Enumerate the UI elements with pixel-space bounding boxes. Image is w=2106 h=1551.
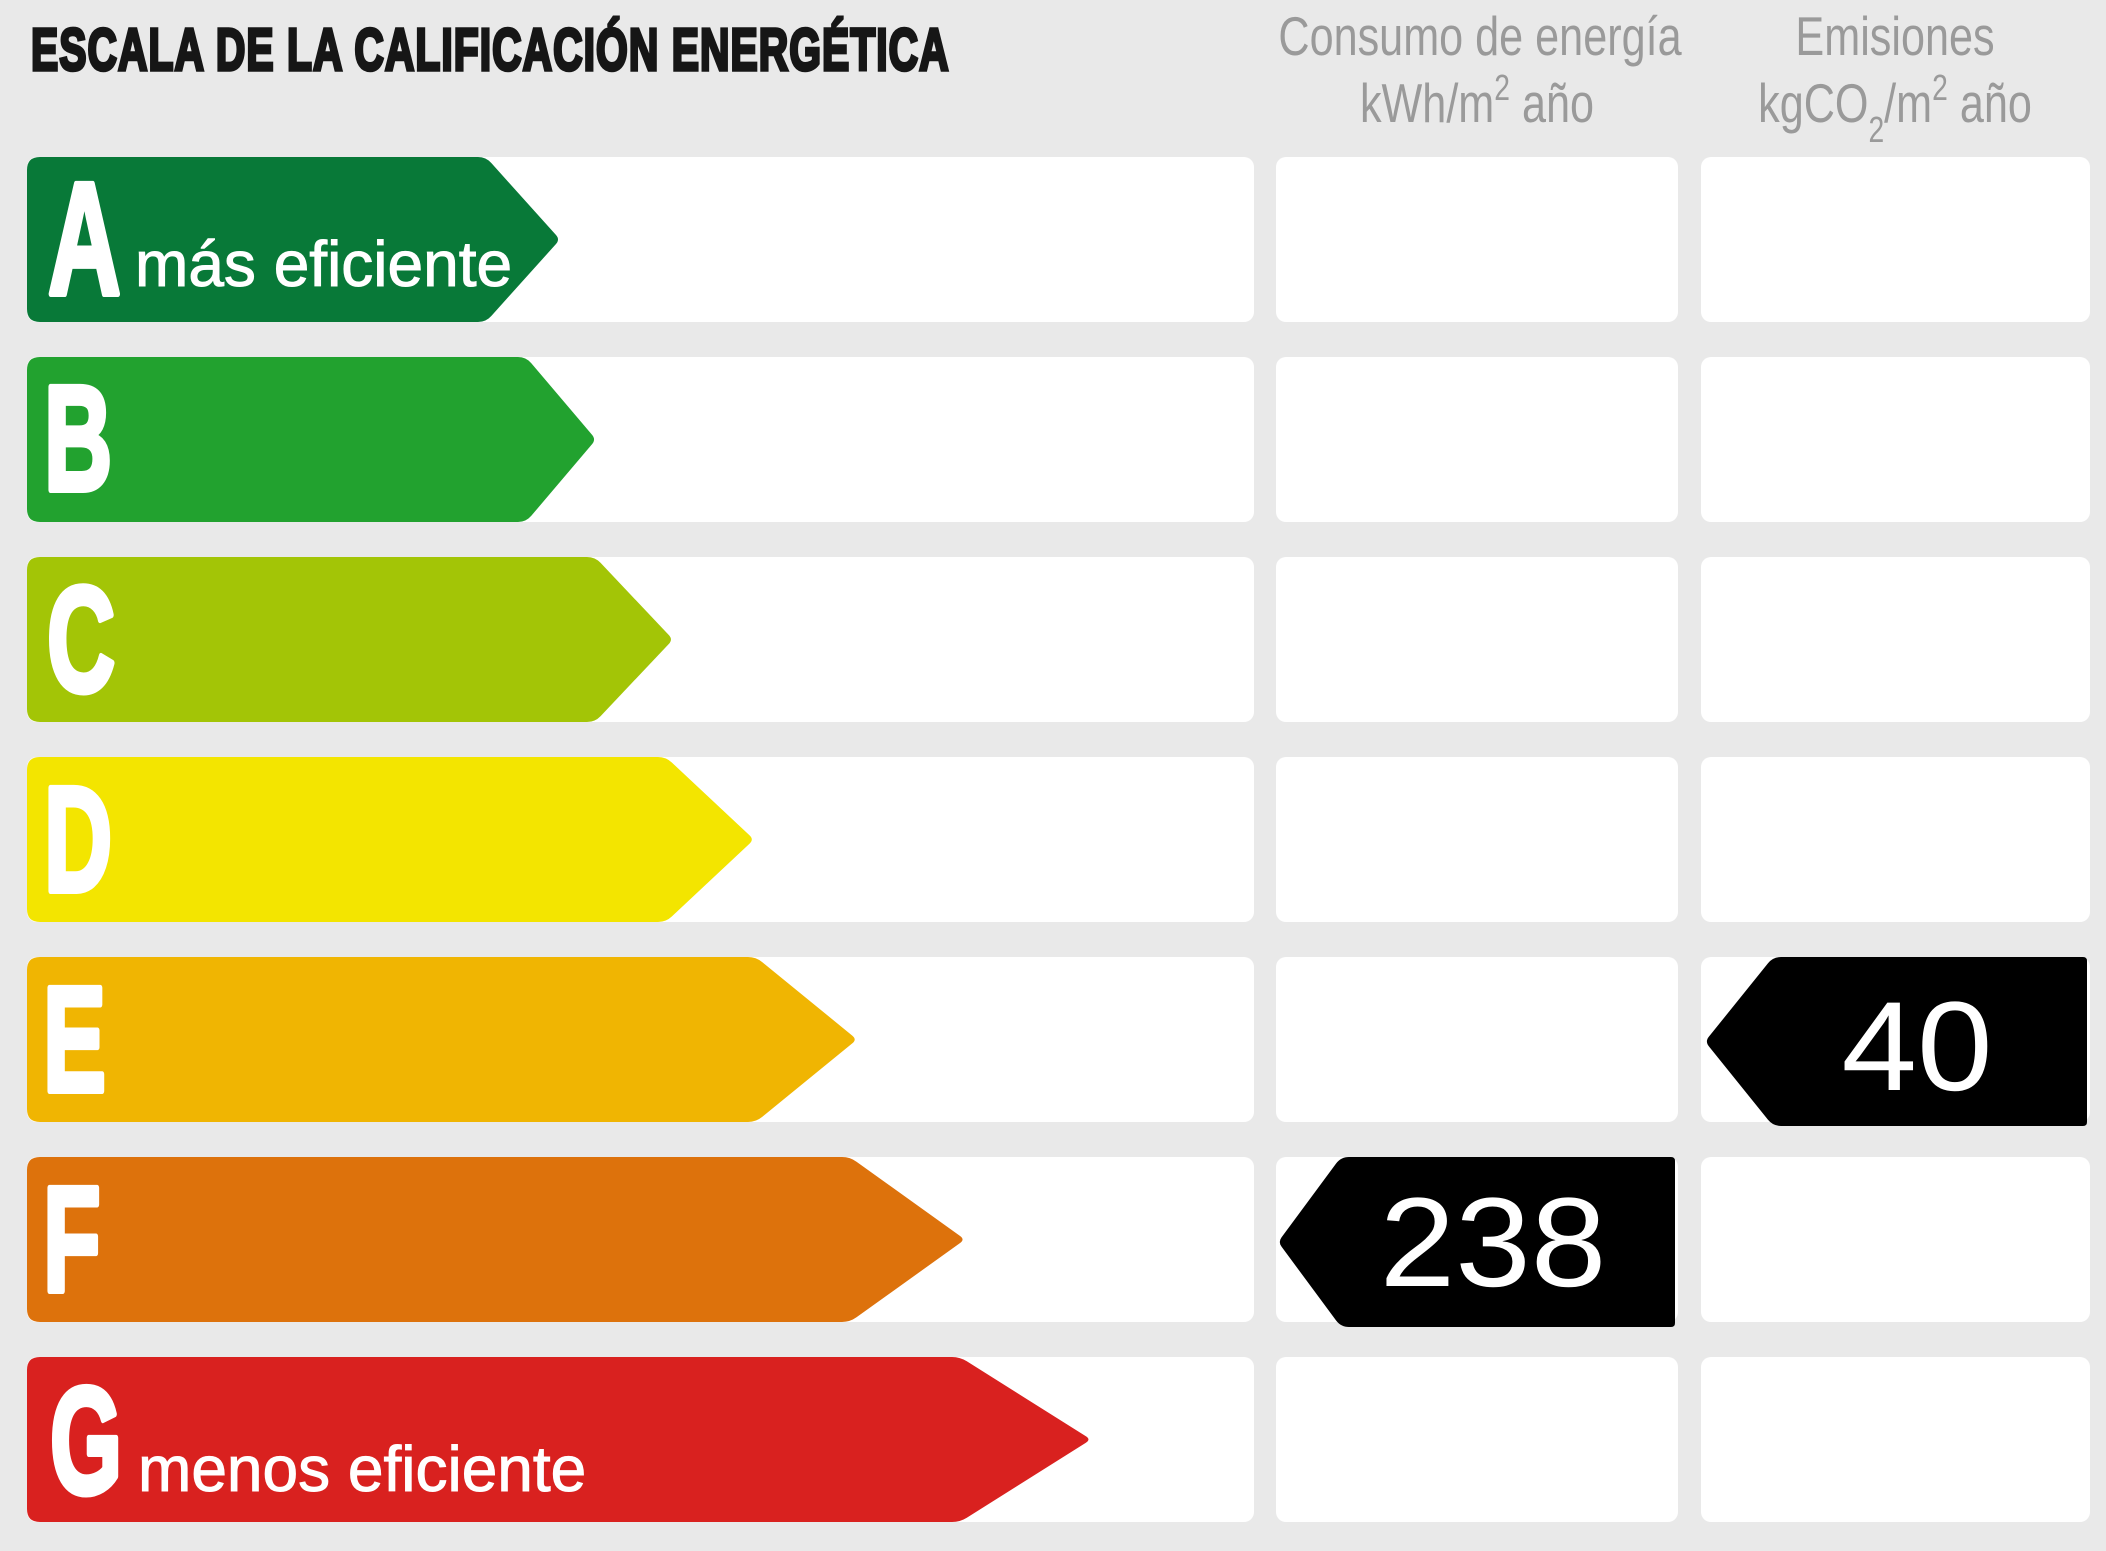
svg-text:kWh/m2 año: kWh/m2 año — [1360, 68, 1594, 134]
svg-text:F: F — [43, 1156, 101, 1324]
svg-text:B: B — [44, 355, 112, 523]
svg-text:Consumo de energía: Consumo de energía — [1278, 6, 1682, 67]
svg-text:A: A — [48, 150, 121, 328]
svg-text:menos eficiente: menos eficiente — [138, 1433, 586, 1505]
svg-text:40: 40 — [1841, 975, 1992, 1117]
svg-text:E: E — [43, 956, 106, 1124]
svg-text:Emisiones: Emisiones — [1795, 6, 1994, 67]
svg-text:G: G — [50, 1355, 122, 1525]
svg-text:ESCALA DE LA CALIFICACIÓN ENER: ESCALA DE LA CALIFICACIÓN ENERGÉTICA — [31, 17, 950, 83]
svg-text:238: 238 — [1380, 1171, 1607, 1313]
svg-text:más eficiente: más eficiente — [135, 228, 512, 300]
svg-text:C: C — [47, 556, 115, 724]
svg-text:D: D — [44, 756, 112, 924]
